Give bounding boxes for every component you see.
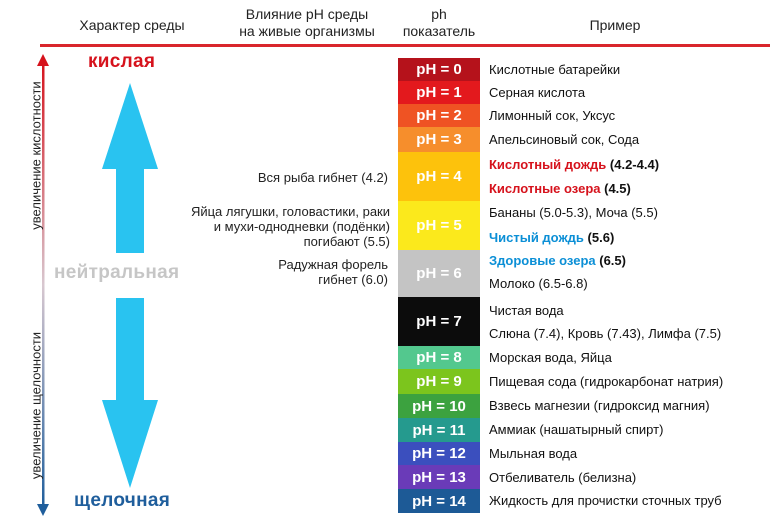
header-influence: Влияние pH среды на живые организмы xyxy=(222,6,392,40)
example-clean-water: Чистая вода xyxy=(489,303,564,318)
header-ph: ph показатель xyxy=(392,6,486,40)
ph-box-4: pH = 4 xyxy=(398,152,480,201)
label-neutral: нейтральная xyxy=(54,262,180,283)
effect-frogs-line1: Яйца лягушки, головастики, раки xyxy=(190,204,390,219)
header-influence-line2: на живые организмы xyxy=(239,23,375,39)
side-label-acidity: увеличение кислотности xyxy=(28,81,44,230)
side-axis xyxy=(37,54,49,516)
example-ph13: Отбеливатель (белизна) xyxy=(489,470,637,485)
example-acid-rain-name: Кислотный дождь xyxy=(489,157,607,172)
example-ph10: Взвесь магнезии (гидроксид магния) xyxy=(489,398,710,413)
example-ph3: Апельсиновый сок, Сода xyxy=(489,132,640,147)
ph-box-0: pH = 0 xyxy=(398,58,480,81)
ph-box-6: pH = 6 xyxy=(398,250,480,297)
example-ph9: Пищевая сода (гидрокарбонат натрия) xyxy=(489,374,724,389)
label-alkaline: щелочная xyxy=(74,490,171,511)
example-healthy-lakes: Здоровые озера (6.5) xyxy=(489,253,626,269)
side-axis-top-arrowhead xyxy=(37,54,49,66)
header-ph-line2: показатель xyxy=(402,23,476,39)
example-ph8: Морская вода, Яйца xyxy=(489,350,612,365)
label-acidic: кислая xyxy=(88,51,156,72)
ph-box-5: pH = 5 xyxy=(398,201,480,250)
example-ph0: Кислотные батарейки xyxy=(489,62,621,77)
ph-box-2: pH = 2 xyxy=(398,104,480,127)
effect-frogs-line2: и мухи-однодневки (подёнки) xyxy=(213,219,390,234)
side-axis-bottom-arrowhead xyxy=(37,504,49,516)
effect-frogs-line3: погибают (5.5) xyxy=(303,234,390,249)
example-ph11: Аммиак (нашатырный спирт) xyxy=(489,422,664,437)
ph-box-14: pH = 14 xyxy=(398,489,480,513)
effect-frogs: Яйца лягушки, головастики, раки и мухи-о… xyxy=(168,204,390,249)
example-clean-rain-name: Чистый дождь xyxy=(489,230,584,245)
example-ph12: Мыльная вода xyxy=(489,446,578,461)
example-clean-rain-value: (5.6) xyxy=(587,230,615,245)
effect-fish: Вся рыба гибнет (4.2) xyxy=(200,170,388,185)
arrow-up-icon xyxy=(102,83,158,253)
header-example: Пример xyxy=(589,17,641,33)
ph-box-12: pH = 12 xyxy=(398,442,480,465)
arrow-down-icon xyxy=(102,298,158,488)
ph-box-3: pH = 3 xyxy=(398,127,480,152)
example-acid-rain-value: (4.2-4.4) xyxy=(609,157,660,172)
ph-box-9: pH = 9 xyxy=(398,369,480,394)
effect-trout: Радужная форель гибнет (6.0) xyxy=(230,257,388,287)
side-label-alkalinity: увеличение щелочности xyxy=(28,331,44,480)
example-acid-lakes: Кислотные озера (4.5) xyxy=(489,181,631,197)
example-ph2: Лимонный сок, Уксус xyxy=(489,108,616,123)
header-ph-line1: ph xyxy=(431,6,447,22)
header-influence-line1: Влияние pH среды xyxy=(245,6,369,22)
ph-box-8: pH = 8 xyxy=(398,346,480,369)
ph-box-1: pH = 1 xyxy=(398,81,480,104)
effect-trout-line1: Радужная форель xyxy=(278,257,388,272)
example-acid-lakes-value: (4.5) xyxy=(604,181,631,196)
ph-box-7: pH = 7 xyxy=(398,297,480,346)
example-healthy-lakes-name: Здоровые озера xyxy=(489,253,596,268)
example-bananas: Бананы (5.0-5.3), Моча (5.5) xyxy=(489,205,658,220)
header-rule xyxy=(40,44,770,47)
ph-box-10: pH = 10 xyxy=(398,394,480,418)
example-milk: Молоко (6.5-6.8) xyxy=(489,276,588,291)
example-healthy-lakes-value: (6.5) xyxy=(599,253,626,268)
example-acid-lakes-name: Кислотные озера xyxy=(489,181,601,196)
effect-fish-line1: Вся рыба гибнет (4.2) xyxy=(257,170,388,185)
example-acid-rain: Кислотный дождь (4.2-4.4) xyxy=(489,157,659,173)
example-clean-rain: Чистый дождь (5.6) xyxy=(489,230,614,246)
example-ph1: Серная кислота xyxy=(489,85,586,100)
example-ph14: Жидкость для прочистки сточных труб xyxy=(489,493,722,508)
effect-trout-line2: гибнет (6.0) xyxy=(318,272,388,287)
ph-box-13: pH = 13 xyxy=(398,465,480,489)
ph-box-11: pH = 11 xyxy=(398,418,480,442)
side-axis-line xyxy=(42,62,45,508)
header-character: Характер среды xyxy=(79,17,185,33)
example-saliva: Слюна (7.4), Кровь (7.43), Лимфа (7.5) xyxy=(489,326,722,341)
